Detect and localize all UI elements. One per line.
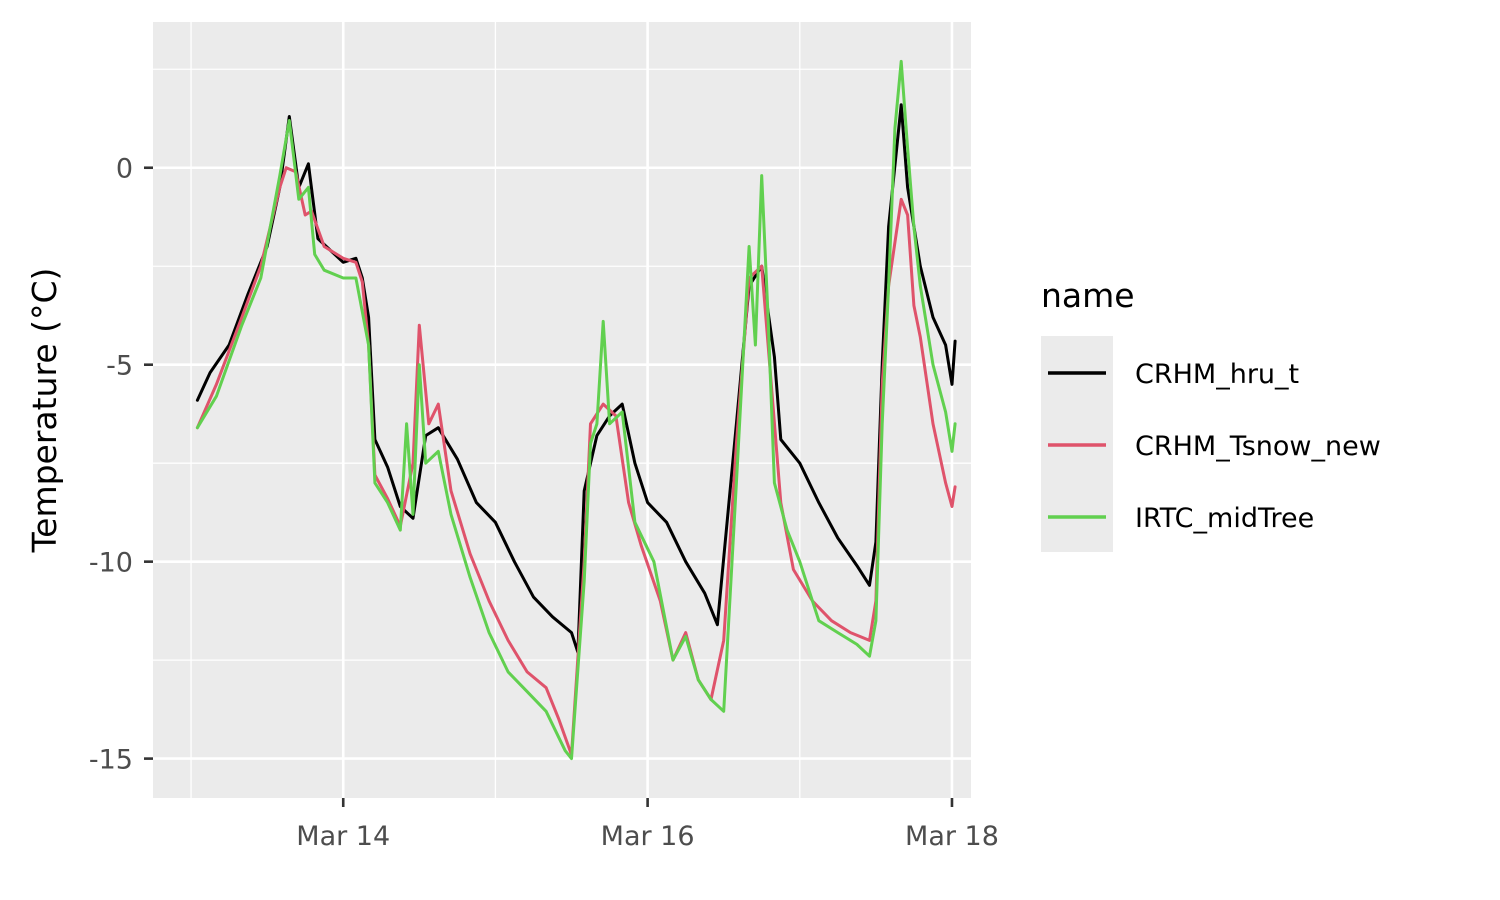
y-tick-label: 0 [116,154,133,185]
y-tick-label: -15 [89,745,133,776]
x-tick-label: Mar 16 [601,821,695,852]
minor-gridlines [153,22,971,798]
series-layer [195,59,957,761]
major-gridlines [153,22,971,798]
legend-title: name [1041,276,1135,315]
y-tick-label: -10 [89,548,133,579]
x-tick-label: Mar 14 [296,821,390,852]
legend: name CRHM_hru_t CRHM_Tsnow_new IRTC_midTre… [1041,276,1381,552]
y-tick-label: -5 [106,351,133,382]
legend-label: CRHM_hru_t [1135,359,1299,390]
series-line-irtc-midtree [195,59,957,761]
legend-label: CRHM_Tsnow_new [1135,431,1381,462]
plot-panel [153,22,971,798]
x-axis: Mar 14 Mar 16 Mar 18 [296,798,999,852]
x-tick-label: Mar 18 [905,821,999,852]
legend-label: IRTC_midTree [1135,503,1314,534]
y-axis-title: Temperature (°C) [25,268,64,554]
y-axis: 0 -5 -10 -15 [89,154,153,776]
